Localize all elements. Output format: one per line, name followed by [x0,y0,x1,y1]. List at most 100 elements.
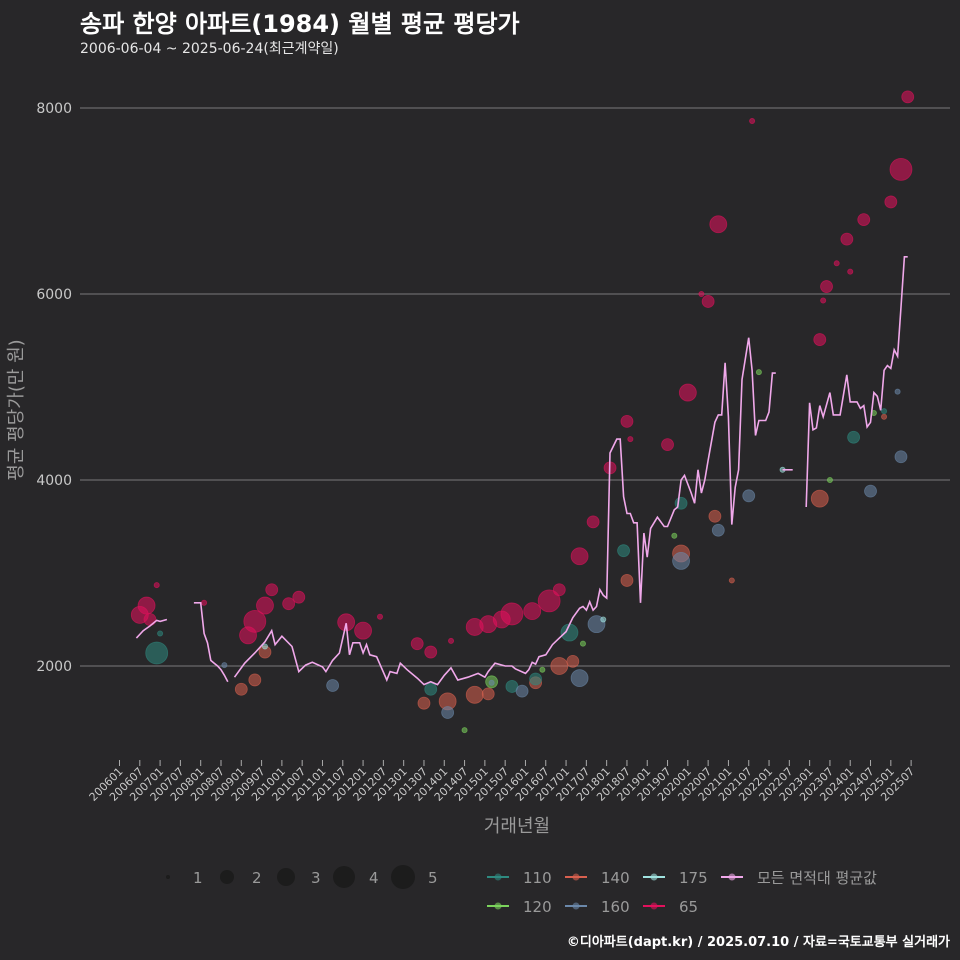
legend-label: 모든 면적대 평균값 [757,869,877,887]
bubble-140 [810,489,829,508]
size-legend-dot [166,875,170,879]
bubble-65 [627,436,634,443]
bubble-65 [820,280,833,293]
legend-label: 160 [601,898,630,916]
bubble-65 [678,383,697,402]
bubble-65 [265,583,279,597]
bubble-65 [709,215,728,234]
bubble-160 [864,484,877,498]
bubble-65 [500,602,524,626]
size-legend-label: 2 [252,869,262,887]
bubble-65 [661,438,674,452]
bubble-140 [481,687,495,701]
bubble-110 [424,682,438,696]
bubble-65 [354,621,372,640]
bubble-160 [742,489,756,503]
y-tick-label: 2000 [36,659,72,675]
bubble-160 [326,679,340,692]
bubble-65 [448,637,455,644]
bubble-110 [157,630,164,637]
bubble-140 [234,682,248,696]
bubble-65 [153,582,160,589]
bubble-160 [441,706,455,719]
bubble-65 [282,597,296,611]
bubble-65 [137,596,156,615]
bubble-65 [537,589,561,613]
bubble-65 [552,583,566,597]
bubble-65 [143,613,157,626]
bubble-65 [292,590,306,604]
legend-label: 120 [523,898,552,916]
y-axis-title: 평균 평당가(만 원) [6,339,27,480]
legend-item-모든 면적대 평균값: 모든 면적대 평균값 [721,869,877,887]
bubble-65 [820,297,827,304]
bubble-140 [417,696,431,710]
x-axis-ticks: 2006012006072007012007072008012008072009… [87,760,917,804]
average-line-segment [193,601,229,683]
bubble-110 [847,430,861,444]
scatter-bubbles [130,90,915,734]
bubble-140 [566,654,580,668]
bubble-65 [833,260,840,267]
bubble-120 [755,369,762,376]
bubble-65 [840,232,854,246]
bubble-65 [256,596,274,615]
bubble-140 [550,657,569,675]
size-legend-label: 5 [428,869,438,887]
size-legend-dot [277,868,295,886]
bubble-110 [529,672,543,686]
bubble-120 [671,532,678,539]
bubble-160 [672,552,690,570]
bubble-140 [620,574,634,587]
legend-item-65: 65 [643,898,698,916]
average-line-segment [805,255,908,508]
average-line [135,255,908,686]
bubble-120 [539,666,546,673]
bubble-65 [243,609,267,633]
bubble-160 [221,662,228,669]
legend-item-160: 160 [565,898,630,916]
legend-label: 65 [679,898,698,916]
legend-swatch-dot [494,902,502,910]
legend-label: 175 [679,869,708,887]
legend-item-120: 120 [487,898,552,916]
bubble-160 [515,684,529,698]
area-legend: 110 140 175 모든 면적대 평균값 120 160 65 [487,869,877,916]
legend-swatch-dot [572,873,580,881]
y-axis-ticks: 2000 4000 6000 8000 [36,101,72,675]
bubble-175 [261,643,268,650]
bubble-160 [894,450,908,464]
bubble-160 [570,669,589,687]
bubble-65 [523,602,542,621]
legend-swatch-dot [650,873,658,881]
gridlines [80,107,950,667]
bubble-65 [586,515,600,529]
bubble-65 [698,290,705,297]
average-line-segment [135,618,168,639]
bubble-65 [701,295,715,308]
y-tick-label: 6000 [36,287,72,303]
bubble-110 [881,408,888,415]
bubble-65 [813,333,827,346]
bubble-65 [620,415,634,428]
bubble-140 [465,685,484,704]
x-axis-title: 거래년월 [484,816,550,837]
size-legend-label: 4 [369,869,379,887]
legend-swatch-dot [728,873,736,881]
chart-title: 송파 한양 아파트(1984) 월별 평균 평당가 [80,10,520,38]
bubble-65 [424,645,438,659]
legend-item-110: 110 [487,869,552,887]
bubble-65 [201,599,208,606]
legend-label: 140 [601,869,630,887]
bubble-140 [248,673,262,687]
y-tick-label: 8000 [36,101,72,117]
legend-swatch-dot [572,902,580,910]
bubble-160 [488,679,495,686]
bubble-65 [410,637,424,651]
bubble-120 [826,476,833,483]
bubble-120 [461,727,468,734]
chart-subtitle: 2006-06-04 ~ 2025-06-24(최근계약일) [80,41,339,57]
bubble-65 [901,90,915,104]
size-legend-dot [333,866,355,888]
bubble-140 [708,509,722,523]
